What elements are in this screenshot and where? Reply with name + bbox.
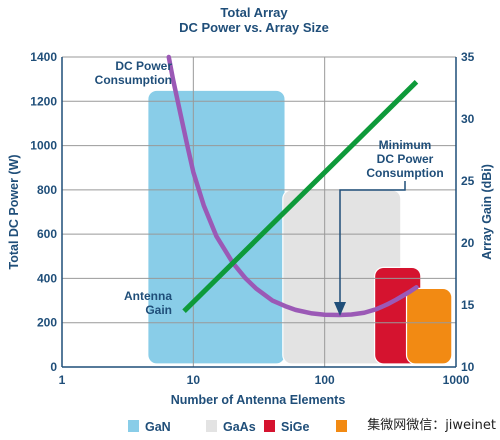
y-left-tick-label-800: 800 [37,183,57,197]
annotation-dc-power: DC Power Consumption [95,59,173,87]
annotation-dc-power-line-1: DC Power [115,59,172,73]
legend-label-gan: GaN [145,420,171,434]
watermark: 集微网微信：jiweinet [367,417,496,433]
annotation-min-line-1: Minimum [379,138,432,152]
y-right-tick-label-35: 35 [461,50,475,64]
annotation-min-leader-line [339,181,406,304]
series-antenna-gain-line [182,80,419,313]
annotation-min-arrowhead [334,302,346,316]
y-left-tick-label-1000: 1000 [30,139,57,153]
legend: GaN GaAs SiGe [128,420,347,434]
x-tick-label-1: 1 [59,373,66,387]
chart-title-line-1: Total Array [220,5,288,20]
y-left-tick-label-0: 0 [50,360,57,374]
series-dc-power-line [166,54,419,318]
annotation-antenna-gain: Antenna Gain [124,289,172,317]
legend-swatch-item-3 [336,420,347,432]
annotation-dc-power-line-2: Consumption [95,73,172,87]
legend-swatch-sige [264,420,275,432]
y-right-tick-label-25: 25 [461,174,475,188]
y-left-tick-label-400: 400 [37,271,57,285]
y-right-tick-label-15: 15 [461,298,475,312]
x-axis-title: Number of Antenna Elements [171,393,346,407]
x-tick-label-1000: 1000 [443,373,470,387]
y-axis-right-title: Array Gain (dBi) [480,164,494,260]
series-layer [166,54,419,318]
y-right-tick-label-30: 30 [461,112,475,126]
tech-regions [147,89,453,365]
annotation-minimum-dc-power: Minimum DC Power Consumption [334,138,444,316]
legend-swatch-gaas [206,420,217,432]
y-left-tick-label-1400: 1400 [30,50,57,64]
region-region-3 [405,287,453,365]
x-tick-label-100: 100 [315,373,335,387]
annotation-min-line-3: Consumption [366,166,443,180]
chart-title-line-2: DC Power vs. Array Size [179,20,329,35]
x-tick-label-10: 10 [187,373,201,387]
axes [61,57,457,368]
y-right-tick-label-10: 10 [461,360,475,374]
y-left-tick-label-1200: 1200 [30,94,57,108]
y-left-tick-label-200: 200 [37,316,57,330]
y-left-tick-label-600: 600 [37,227,57,241]
y-right-tick-label-20: 20 [461,236,475,250]
annotation-gain-line-1: Antenna [124,289,172,303]
legend-label-gaas: GaAs [223,420,256,434]
legend-label-sige: SiGe [281,420,310,434]
y-axis-left-title: Total DC Power (W) [7,154,21,269]
annotation-min-line-2: DC Power [377,152,434,166]
tick-labels: 1 10 100 1000 0 200 400 600 800 1000 1200 1400 10 15 2… [30,50,474,387]
annotation-gain-line-2: Gain [145,303,172,317]
legend-swatch-gan [128,420,139,432]
